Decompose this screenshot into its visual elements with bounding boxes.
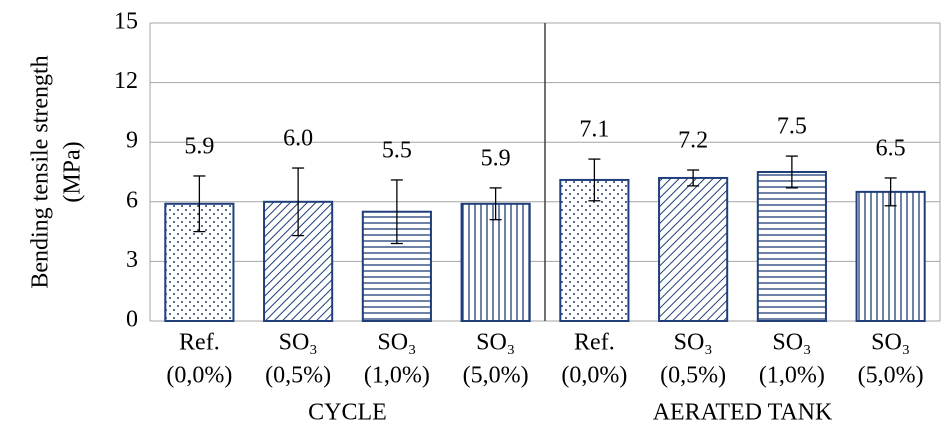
x-tick-label: SO₃ — [674, 330, 713, 356]
value-label: 6.0 — [283, 126, 313, 152]
x-tick-label: SO₃ — [476, 330, 515, 356]
x-tick-label: Ref. — [179, 330, 220, 356]
x-tick-label: (5,0%) — [463, 363, 529, 389]
y-tick-label: 12 — [114, 68, 138, 94]
y-tick-label: 9 — [126, 128, 138, 154]
value-label: 6.5 — [876, 135, 906, 161]
y-tick-label: 0 — [126, 307, 138, 333]
x-tick-label: SO₃ — [377, 330, 416, 356]
x-tick-label: SO₃ — [279, 330, 318, 356]
value-label: 7.2 — [678, 128, 708, 154]
value-label: 5.9 — [184, 133, 214, 159]
x-tick-label: (0,0%) — [166, 363, 232, 389]
x-tick-label: SO₃ — [772, 330, 811, 356]
y-tick-label: 3 — [126, 247, 138, 273]
x-tick-label: Ref. — [574, 330, 615, 356]
x-tick-label: (0,0%) — [561, 363, 627, 389]
x-tick-label: (1,0%) — [364, 363, 430, 389]
group-label: AERATED TANK — [653, 400, 833, 426]
value-label: 7.5 — [777, 114, 807, 140]
x-tick-label: (1,0%) — [759, 363, 825, 389]
bar — [756, 171, 827, 322]
x-tick-label: (0,5%) — [265, 363, 331, 389]
value-label: 5.5 — [382, 137, 412, 163]
bar — [460, 202, 531, 322]
group-label: CYCLE — [308, 400, 387, 426]
y-tick-label: 15 — [114, 9, 138, 35]
value-label: 5.9 — [481, 145, 511, 171]
value-label: 7.1 — [579, 117, 609, 143]
y-axis-label: Bending tensile strength — [28, 55, 54, 288]
y-axis-label: (MPa) — [60, 141, 86, 202]
bar — [658, 176, 729, 322]
bar — [855, 190, 926, 322]
x-tick-label: (5,0%) — [858, 363, 924, 389]
x-tick-label: (0,5%) — [660, 363, 726, 389]
x-tick-label: SO₃ — [871, 330, 910, 356]
y-tick-label: 6 — [126, 187, 138, 213]
